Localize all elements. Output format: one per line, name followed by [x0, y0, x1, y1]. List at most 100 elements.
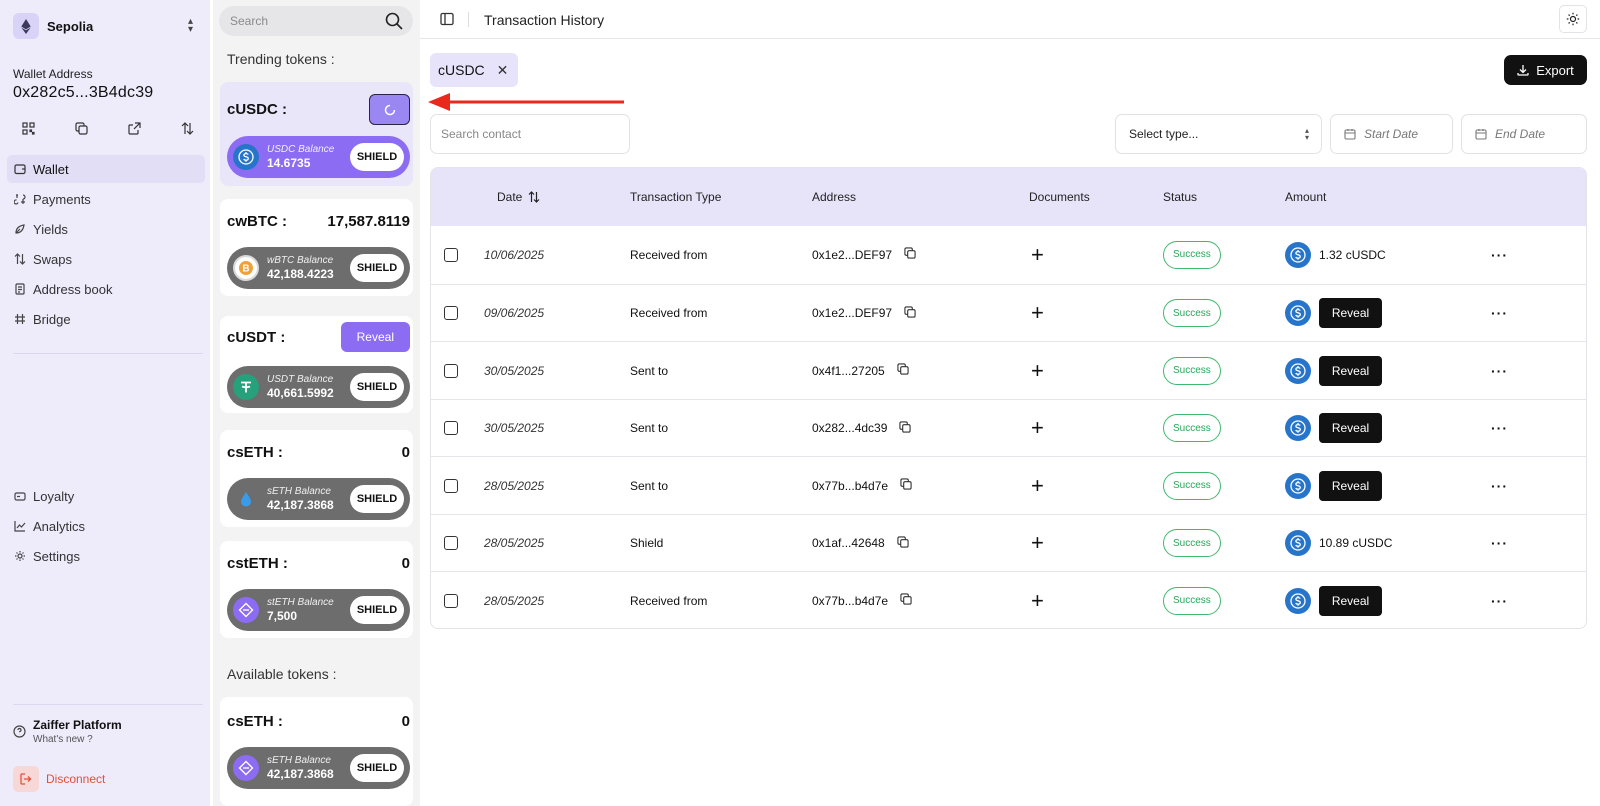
search-contact-input[interactable]	[430, 114, 630, 154]
balance-value: 40,661.5992	[267, 386, 334, 400]
sun-icon	[1566, 12, 1580, 26]
token-card-cwbtc[interactable]: cwBTC : 17,587.8119 B wBTC Balance 42,18…	[220, 199, 413, 296]
shield-button[interactable]: SHIELD	[350, 373, 404, 401]
copy-icon[interactable]	[899, 420, 912, 436]
export-button[interactable]: Export	[1504, 55, 1587, 85]
available-tokens-title: Available tokens :	[227, 666, 337, 682]
row-checkbox[interactable]	[444, 478, 458, 493]
yields-icon	[15, 224, 25, 234]
sidebar-item-bridge[interactable]: Bridge	[7, 305, 205, 333]
sidebar-item-payments[interactable]: Payments	[7, 185, 205, 213]
add-document-icon[interactable]: +	[1031, 587, 1044, 613]
wallet-address: 0x282c5...3B4dc39	[13, 84, 154, 101]
disconnect-button[interactable]: Disconnect	[13, 766, 105, 792]
shield-button[interactable]: SHIELD	[350, 754, 404, 782]
filter-chip-cusdc: cUSDC ✕	[430, 53, 519, 87]
theme-toggle-button[interactable]	[1559, 5, 1587, 33]
row-checkbox[interactable]	[444, 363, 458, 378]
start-date-picker[interactable]: Start Date	[1330, 114, 1453, 154]
more-options-icon[interactable]: ···	[1491, 592, 1508, 609]
more-options-icon[interactable]: ···	[1491, 477, 1508, 494]
sidebar-item-swaps[interactable]: Swaps	[7, 245, 205, 273]
row-date: 30/05/2025	[484, 421, 545, 435]
sidebar-item-wallet[interactable]: Wallet	[7, 155, 205, 183]
shield-button[interactable]: SHIELD	[350, 254, 404, 282]
table-row: 30/05/2025 Sent to 0x282...4dc39 + Success Re…	[431, 398, 1586, 457]
add-document-icon[interactable]: +	[1031, 530, 1044, 555]
row-transaction-type: Received from	[630, 306, 708, 320]
token-card-cseth[interactable]: csETH : 0 sETH Balance 42,187.3868 SHIEL…	[220, 430, 413, 527]
more-options-icon[interactable]: ···	[1491, 246, 1508, 263]
token-search[interactable]	[219, 6, 413, 36]
balance-value: 42,187.3868	[267, 767, 334, 781]
sidebar-item-address-book[interactable]: Address book	[7, 275, 205, 303]
table-row: 28/05/2025 Shield 0x1af...42648 + Success 10.…	[431, 513, 1586, 572]
sidebar-toggle-icon[interactable]	[440, 12, 454, 26]
token-name: cUSDC :	[227, 101, 288, 118]
more-options-icon[interactable]: ···	[1491, 305, 1508, 321]
add-document-icon[interactable]: +	[1031, 472, 1044, 498]
sidebar-item-settings[interactable]: Settings	[7, 542, 205, 570]
shield-button[interactable]: SHIELD	[350, 596, 404, 624]
add-document-icon[interactable]: +	[1031, 300, 1044, 325]
more-options-icon[interactable]: ···	[1491, 535, 1508, 551]
search-icon[interactable]	[385, 12, 403, 30]
reveal-amount-button[interactable]: Reveal	[1319, 413, 1382, 443]
sort-icon[interactable]	[528, 191, 540, 203]
usdc-icon	[1285, 357, 1311, 384]
row-checkbox[interactable]	[444, 306, 458, 320]
token-card-cusdt[interactable]: cUSDT : Reveal USDT Balance 40,661.5992 …	[220, 316, 413, 413]
external-link-icon[interactable]	[125, 118, 145, 138]
table-row: 10/06/2025 Received from 0x1e2...DEF97 + Suc…	[431, 226, 1586, 284]
shield-button[interactable]: SHIELD	[350, 143, 404, 171]
close-icon[interactable]: ✕	[496, 61, 509, 78]
sidebar: Sepolia ▴ ▾ Wallet Address 0x282c5...3B4d…	[0, 0, 210, 806]
sidebar-item-label: Bridge	[33, 311, 71, 327]
calendar-icon	[1344, 129, 1356, 140]
end-date-picker[interactable]: End Date	[1461, 114, 1587, 154]
platform-news[interactable]: Zaiffer Platform What's new ?	[13, 718, 122, 745]
transfer-icon[interactable]	[178, 118, 198, 138]
token-balance-bar: USDC Balance 14.6735 SHIELD	[227, 136, 410, 178]
sidebar-item-loyalty[interactable]: Loyalty	[7, 482, 205, 510]
copy-icon[interactable]	[900, 478, 912, 493]
row-checkbox[interactable]	[444, 247, 458, 262]
row-checkbox[interactable]	[444, 421, 458, 435]
copy-icon[interactable]	[904, 247, 916, 262]
copy-icon[interactable]	[897, 363, 909, 378]
reveal-amount-button[interactable]: Reveal	[1319, 298, 1382, 328]
reveal-amount-button[interactable]: Reveal	[1319, 470, 1382, 501]
copy-icon[interactable]	[897, 535, 909, 551]
token-card-cseth-available[interactable]: csETH : 0 sETH Balance 42,187.3868 SHIEL…	[220, 697, 413, 806]
network-selector[interactable]: Sepolia ▴ ▾	[13, 13, 203, 39]
copy-icon[interactable]	[900, 593, 912, 608]
sidebar-item-label: Address book	[33, 281, 113, 297]
row-checkbox[interactable]	[444, 536, 458, 550]
add-document-icon[interactable]: +	[1031, 415, 1044, 440]
type-select[interactable]: Select type... ▴ ▾	[1115, 114, 1322, 154]
reveal-button[interactable]: Reveal	[340, 322, 410, 352]
more-options-icon[interactable]: ···	[1491, 362, 1508, 379]
qr-code-icon[interactable]	[18, 118, 38, 138]
shield-button[interactable]: SHIELD	[350, 485, 404, 513]
more-options-icon[interactable]: ···	[1491, 420, 1508, 436]
token-card-cusdc[interactable]: cUSDC : USDC Balance 14.6735 SHIELD	[220, 82, 413, 186]
add-document-icon[interactable]: +	[1031, 357, 1044, 383]
reveal-amount-button[interactable]: Reveal	[1319, 355, 1382, 386]
add-document-icon[interactable]: +	[1031, 241, 1044, 267]
reveal-amount-button[interactable]: Reveal	[1319, 585, 1382, 616]
token-card-csteth[interactable]: cstETH : 0 stETH Balance 7,500 SHIELD	[220, 541, 413, 638]
table-row: 28/05/2025 Received from 0x77b...b4d7e + Suc…	[431, 571, 1586, 628]
row-checkbox[interactable]	[444, 593, 458, 608]
balance-label: USDT Balance	[267, 374, 334, 385]
token-value: 0	[401, 555, 410, 572]
date-column-header[interactable]: Date	[497, 190, 540, 204]
token-search-input[interactable]	[230, 14, 380, 28]
amount-column-header: Amount	[1285, 190, 1327, 204]
sidebar-item-yields[interactable]: Yields	[7, 215, 205, 243]
sidebar-item-analytics[interactable]: Analytics	[7, 512, 205, 540]
amount-value: 1.32 cUSDC	[1319, 247, 1386, 262]
copy-icon[interactable]	[904, 305, 916, 321]
copy-icon[interactable]	[71, 118, 91, 138]
loading-button[interactable]	[369, 94, 410, 125]
